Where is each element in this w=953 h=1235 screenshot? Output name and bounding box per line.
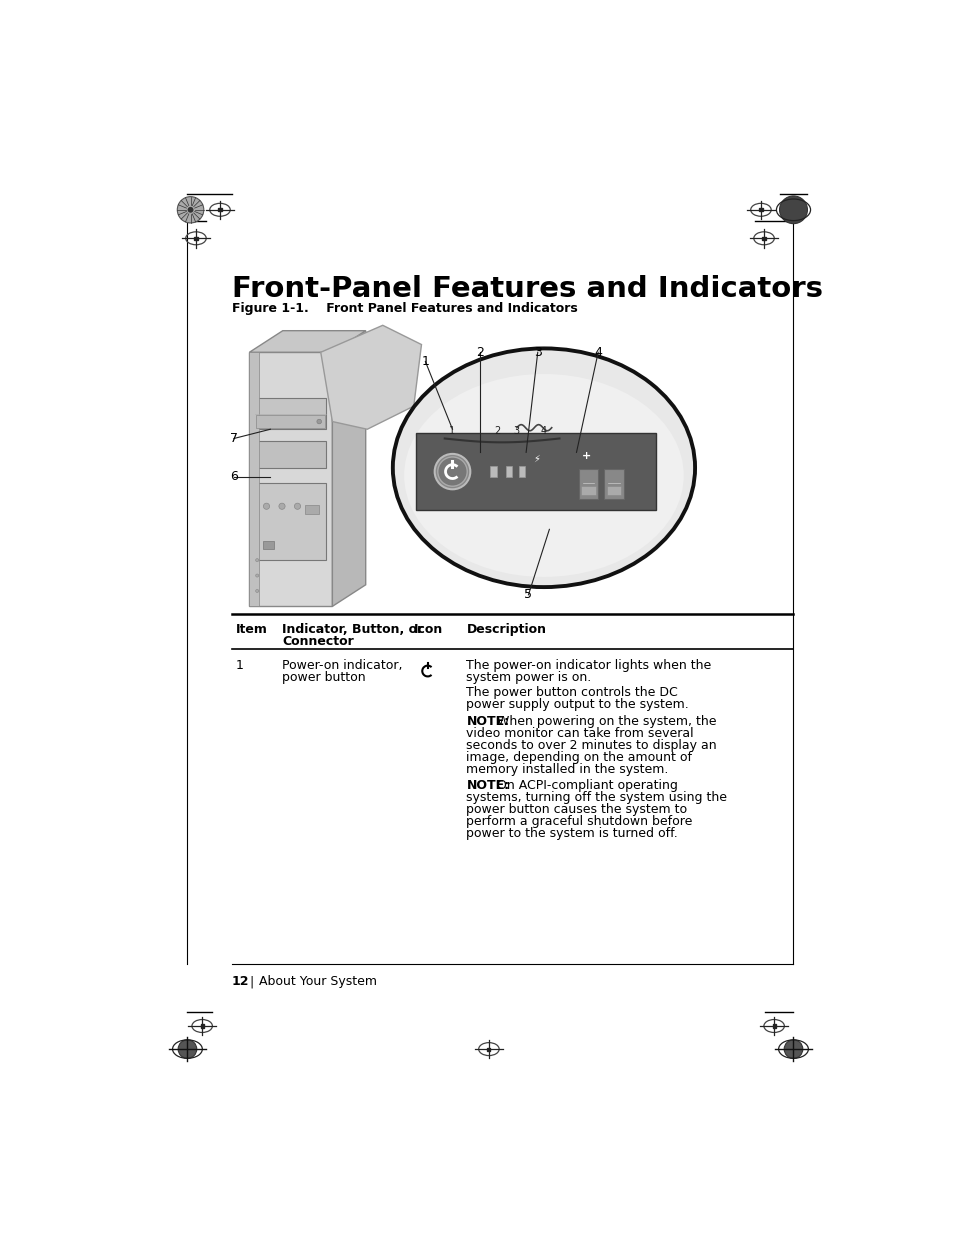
Bar (490, 466, 497, 477)
Polygon shape (249, 352, 332, 606)
Circle shape (255, 558, 258, 562)
Text: 5: 5 (524, 588, 532, 601)
Circle shape (779, 196, 806, 224)
Bar (772, 1025, 775, 1028)
Bar (505, 466, 512, 477)
Text: The power button controls the DC: The power button controls the DC (466, 687, 678, 699)
Text: On ACPI-compliant operating: On ACPI-compliant operating (497, 779, 678, 792)
Polygon shape (394, 461, 425, 487)
Text: perform a graceful shutdown before: perform a graceful shutdown before (466, 815, 692, 827)
Text: 3: 3 (534, 346, 541, 358)
Circle shape (294, 503, 300, 509)
Bar (604, 469, 623, 499)
Text: power button: power button (282, 671, 365, 684)
Text: 7: 7 (230, 432, 237, 445)
Text: ⚡: ⚡ (532, 453, 539, 463)
Text: Front-Panel Features and Indicators: Front-Panel Features and Indicators (232, 275, 821, 304)
Circle shape (437, 457, 467, 487)
Text: 2: 2 (494, 426, 500, 436)
Bar (580, 487, 596, 495)
Circle shape (177, 196, 204, 224)
Bar (578, 469, 598, 499)
Circle shape (178, 1040, 196, 1058)
Bar (200, 1025, 204, 1028)
Circle shape (783, 1040, 802, 1058)
Text: power to the system is turned off.: power to the system is turned off. (466, 827, 678, 840)
Text: Indicator, Button, or: Indicator, Button, or (282, 624, 423, 636)
Text: Description: Description (466, 624, 546, 636)
Bar (256, 415, 324, 427)
Ellipse shape (404, 374, 683, 577)
Polygon shape (249, 331, 365, 352)
Text: +: + (581, 451, 591, 461)
Bar (218, 209, 221, 211)
Circle shape (188, 207, 193, 212)
Circle shape (278, 503, 285, 509)
Text: seconds to over 2 minutes to display an: seconds to over 2 minutes to display an (466, 739, 717, 752)
Bar (262, 541, 274, 548)
Text: NOTE:: NOTE: (466, 715, 509, 727)
Bar (606, 487, 620, 495)
Text: About Your System: About Your System (258, 976, 376, 988)
Text: memory installed in the system.: memory installed in the system. (466, 763, 668, 776)
Text: |: | (249, 976, 253, 988)
Text: The power-on indicator lights when the: The power-on indicator lights when the (466, 658, 711, 672)
Text: power supply output to the system.: power supply output to the system. (466, 698, 688, 711)
Bar (254, 441, 326, 468)
Bar (254, 399, 326, 430)
Text: Connector: Connector (282, 635, 354, 648)
Circle shape (263, 503, 270, 509)
Text: Item: Item (235, 624, 267, 636)
Text: power button causes the system to: power button causes the system to (466, 803, 687, 816)
Text: Power-on indicator,: Power-on indicator, (282, 658, 402, 672)
Bar (487, 1047, 490, 1051)
Text: When powering on the system, the: When powering on the system, the (497, 715, 717, 727)
Text: 1: 1 (235, 658, 243, 672)
Polygon shape (332, 331, 365, 606)
Text: 4: 4 (540, 426, 546, 436)
Bar (194, 237, 197, 240)
Text: 1: 1 (421, 354, 429, 368)
Bar (518, 466, 525, 477)
Bar (254, 483, 326, 561)
Bar (305, 505, 319, 514)
Circle shape (255, 574, 258, 577)
Circle shape (435, 454, 470, 489)
Text: 2: 2 (476, 346, 483, 358)
Text: 4: 4 (594, 346, 601, 358)
Text: systems, turning off the system using the: systems, turning off the system using th… (466, 792, 727, 804)
Text: NOTE:: NOTE: (466, 779, 509, 792)
Ellipse shape (393, 348, 695, 587)
Polygon shape (320, 325, 421, 430)
Bar (416, 433, 656, 510)
Text: 6: 6 (230, 471, 237, 483)
Circle shape (255, 589, 258, 593)
Circle shape (316, 419, 321, 424)
Text: image, depending on the amount of: image, depending on the amount of (466, 751, 692, 763)
Bar (249, 352, 258, 606)
Text: 12: 12 (232, 976, 249, 988)
Text: system power is on.: system power is on. (466, 671, 591, 684)
Text: 3: 3 (514, 426, 519, 436)
Bar (759, 209, 761, 211)
Text: video monitor can take from several: video monitor can take from several (466, 727, 694, 740)
Text: Icon: Icon (414, 624, 442, 636)
Polygon shape (332, 345, 382, 406)
Bar (761, 237, 765, 240)
Text: 1: 1 (449, 426, 456, 436)
Text: Figure 1-1.    Front Panel Features and Indicators: Figure 1-1. Front Panel Features and Ind… (232, 303, 577, 315)
